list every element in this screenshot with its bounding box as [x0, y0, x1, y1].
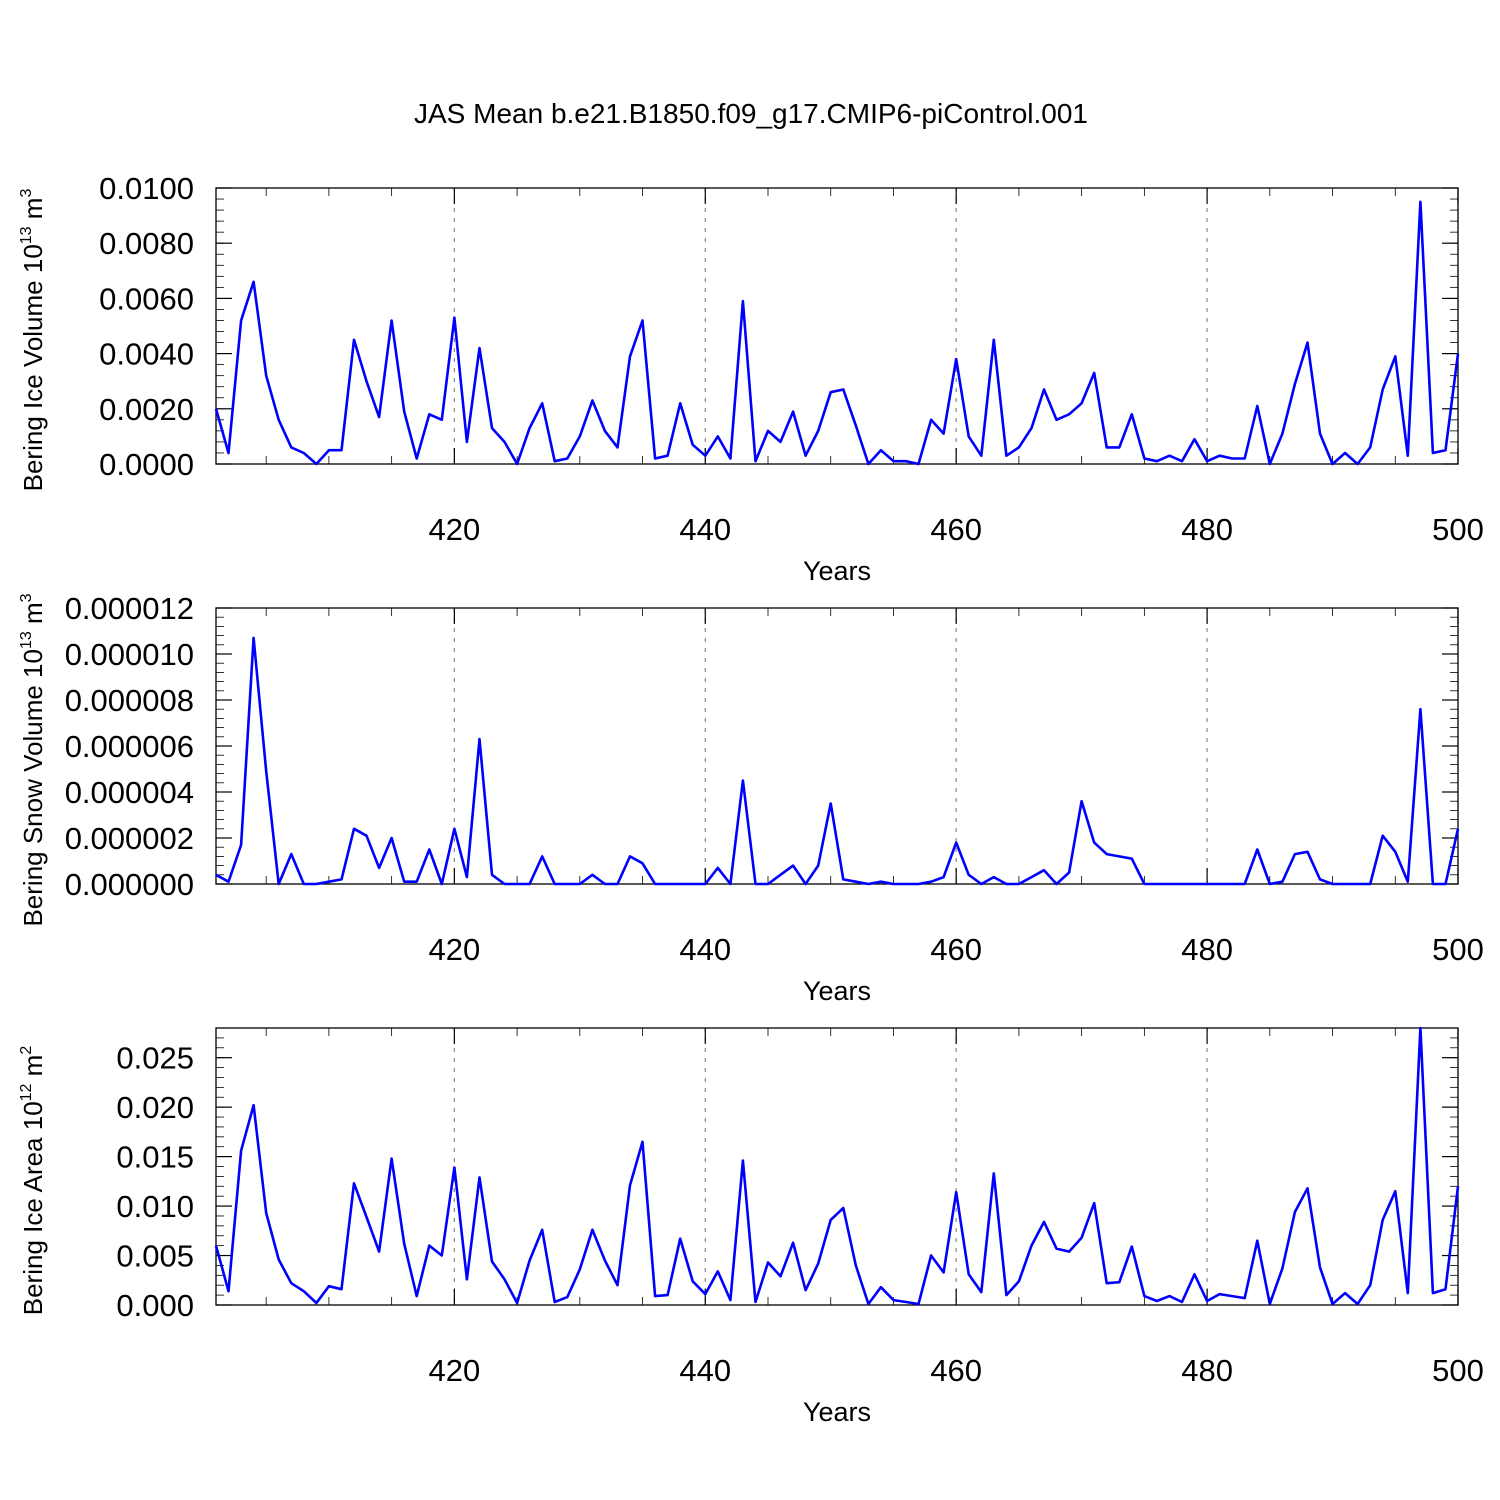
chart-title: JAS Mean b.e21.B1850.f09_g17.CMIP6-piCon…	[414, 98, 1088, 129]
x-axis-label: Years	[803, 556, 871, 586]
y-tick-label: 0.015	[116, 1140, 194, 1175]
series-line	[214, 1026, 1460, 1306]
x-tick-label: 460	[930, 932, 982, 967]
panel-3: 420 440 460 480 500 0.000 0.005 0.010 0.015 0.020…	[18, 1026, 1484, 1427]
y-axis-label-superscript: 13	[18, 226, 35, 244]
x-tick-label: 420	[428, 512, 480, 547]
x-tick-label: 440	[679, 1353, 731, 1388]
y-tick-label: 0.000006	[65, 729, 194, 764]
x-tick-label: 440	[679, 512, 731, 547]
y-axis-label: Bering Ice Area 1012 m2	[18, 1046, 48, 1316]
x-tick-label: 420	[428, 932, 480, 967]
y-axis-label-superscript: 12	[18, 1083, 35, 1101]
x-tick-label: 440	[679, 932, 731, 967]
x-tick-label: 480	[1181, 1353, 1233, 1388]
y-tick-label: 0.000012	[65, 591, 194, 626]
y-axis-label: Bering Ice Volume 1013 m3	[18, 189, 48, 492]
y-tick-label: 0.0040	[99, 337, 194, 372]
plot-frame	[215, 187, 1459, 465]
y-tick-label: 0.000008	[65, 683, 194, 718]
series-line	[215, 636, 1460, 886]
y-axis-label-part: Bering Ice Area 10	[18, 1101, 48, 1315]
y-tick-label: 0.0080	[99, 226, 194, 261]
y-axis-label-part: m	[18, 198, 48, 227]
y-tick-label: 0.000002	[65, 821, 194, 856]
y-tick-label: 0.0000	[99, 447, 194, 482]
plot-frame	[215, 1027, 1459, 1306]
y-tick-label: 0.0020	[99, 392, 194, 427]
y-axis-label-part: Bering Snow Volume 10	[18, 649, 48, 927]
y-tick-label: 0.025	[116, 1041, 194, 1076]
x-axis-label: Years	[803, 1397, 871, 1427]
y-axis-label-superscript: 2	[18, 1046, 35, 1055]
x-tick-label: 480	[1181, 932, 1233, 967]
y-axis-label-part: m	[18, 1055, 48, 1084]
y-tick-label: 0.000010	[65, 637, 194, 672]
x-tick-label: 460	[930, 1353, 982, 1388]
y-tick-label: 0.010	[116, 1189, 194, 1224]
plot-frame	[215, 607, 1459, 885]
y-tick-label: 0.000004	[65, 775, 194, 810]
panels: 420 440 460 480 500 0.0000 0.0020 0.0040 0.0060 0…	[18, 171, 1484, 1427]
y-tick-label: 0.005	[116, 1239, 194, 1274]
y-axis-label-superscript: 3	[18, 189, 35, 198]
x-tick-label: 420	[428, 1353, 480, 1388]
x-axis-label: Years	[803, 976, 871, 1006]
y-axis-label: Bering Snow Volume 1013 m3	[18, 593, 48, 926]
panel-1: 420 440 460 480 500 0.0000 0.0020 0.0040 0.0060 0…	[18, 171, 1484, 586]
y-tick-label: 0.0060	[99, 281, 194, 316]
x-tick-label: 480	[1181, 512, 1233, 547]
y-axis-label-part: m	[18, 602, 48, 631]
y-tick-label: 0.0100	[99, 171, 194, 206]
y-tick-label: 0.020	[116, 1090, 194, 1125]
x-tick-label: 460	[930, 512, 982, 547]
x-tick-label: 500	[1432, 1353, 1484, 1388]
panel-2: 420 440 460 480 500 0.000000 0.000002 0.000004 0…	[18, 591, 1484, 1006]
y-axis-label-part: Bering Ice Volume 10	[18, 244, 48, 491]
x-tick-label: 500	[1432, 512, 1484, 547]
y-axis-label-superscript: 13	[18, 631, 35, 649]
y-tick-label: 0.000	[116, 1288, 194, 1323]
y-tick-label: 0.000000	[65, 867, 194, 902]
x-tick-label: 500	[1432, 932, 1484, 967]
series-line	[214, 200, 1460, 466]
y-axis-label-superscript: 3	[18, 593, 35, 602]
